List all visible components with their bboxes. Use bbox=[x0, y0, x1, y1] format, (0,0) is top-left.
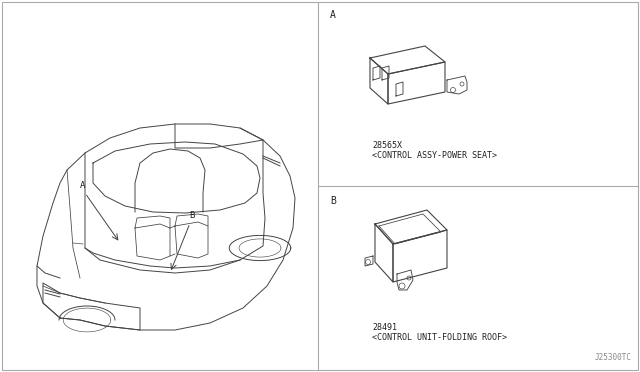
Text: 28565X: 28565X bbox=[372, 141, 402, 150]
Text: <CONTROL ASSY-POWER SEAT>: <CONTROL ASSY-POWER SEAT> bbox=[372, 151, 497, 160]
Text: B: B bbox=[330, 196, 336, 206]
Text: B: B bbox=[189, 212, 195, 221]
Text: 28491: 28491 bbox=[372, 323, 397, 332]
Text: A: A bbox=[80, 182, 86, 190]
Text: <CONTROL UNIT-FOLDING ROOF>: <CONTROL UNIT-FOLDING ROOF> bbox=[372, 333, 507, 342]
Text: J25300TC: J25300TC bbox=[595, 353, 632, 362]
Text: A: A bbox=[330, 10, 336, 20]
